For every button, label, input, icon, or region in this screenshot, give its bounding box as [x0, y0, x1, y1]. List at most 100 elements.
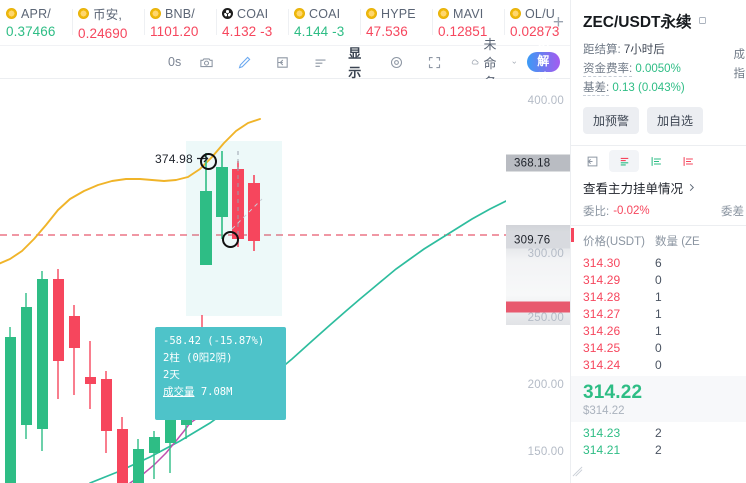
ticker-item[interactable]: HYPE 47.536 [360, 0, 432, 45]
basis-value: 0.13 (0.043%) [612, 82, 685, 94]
ask-price: 314.24 [583, 357, 621, 372]
funding-row: 资金费率: 0.0050% [583, 60, 746, 79]
ticker-item[interactable]: BNB/ 1101.20 [144, 0, 216, 45]
axis-last-band [506, 301, 570, 313]
market-panel: ZEC/USDT永续 距结算: 7小时后 资金费率: 0.0050% 基差: 0… [570, 0, 746, 483]
table-row[interactable]: 314.25 0 [571, 339, 746, 356]
ticker-item[interactable]: MAVI 0.12851 [432, 0, 504, 45]
interval-button[interactable]: 0s [168, 55, 182, 69]
axis-high-badge: 368.18 [506, 154, 570, 172]
panel-meta: 距结算: 7小时后 资金费率: 0.0050% 基差: 0.13 (0.043%… [583, 41, 746, 98]
ticker-value: 1101.20 [150, 23, 199, 39]
ai-analysis-button[interactable]: AI解读 [527, 38, 560, 85]
add-alert-button[interactable]: 加预警 [583, 107, 640, 134]
table-row[interactable]: 314.24 0 [571, 356, 746, 373]
panel-header: ZEC/USDT永续 距结算: 7小时后 资金费率: 0.0050% 基差: 0… [571, 0, 746, 98]
orderbook-header: 价格(USDT) 数量 (ZE [571, 226, 746, 254]
ticker-name: COAI [237, 6, 269, 21]
orderbook-bids[interactable]: 314.23 2 314.21 2 [571, 422, 746, 459]
clipped-label-1: 成 [733, 49, 746, 61]
table-row[interactable]: 314.26 1 [571, 322, 746, 339]
ticker-value: 0.02873 [510, 23, 560, 39]
page-title: ZEC/USDT永续 [583, 10, 746, 32]
tooltip-change: -58.42 (-15.87%) [163, 335, 265, 347]
ask-qty: 6 [655, 255, 662, 270]
depth-both-icon[interactable] [609, 150, 639, 172]
table-row[interactable]: 314.23 2 [571, 422, 746, 442]
ticker-name: COAI [309, 6, 341, 21]
ticker-value: 4.132 -3 [222, 23, 273, 39]
bid-qty: 2 [655, 443, 662, 457]
orderbook-asks[interactable]: 314.30 6 314.29 0 314.28 1 314.27 1 314.26 1 … [571, 254, 746, 373]
ticker-item[interactable]: COAI 4.144 -3 [288, 0, 360, 45]
camera-icon[interactable] [187, 45, 225, 79]
target-icon[interactable] [377, 45, 415, 79]
order-diff-label: 委差 [721, 206, 744, 218]
funding-label: 资金费率: [583, 63, 633, 77]
table-row[interactable]: 314.29 0 [571, 271, 746, 288]
ticker-item[interactable]: APR/ 0.37466 [0, 0, 72, 45]
bid-price: 314.21 [583, 443, 621, 457]
ask-price: 314.27 [583, 306, 621, 321]
axis-tick: 300.00 [527, 248, 564, 260]
depth-asks-icon[interactable] [673, 150, 703, 172]
settle-label: 距结算: [583, 44, 621, 56]
bid-qty: 2 [655, 426, 662, 440]
axis-tick: 200.00 [527, 379, 564, 391]
settle-value: 7小时后 [623, 44, 665, 56]
fullscreen-icon[interactable] [415, 45, 453, 79]
chart-toolbar: 0s 显示 未命名 [0, 37, 570, 90]
order-ratio-label: 委比: [583, 206, 610, 218]
ask-price: 314.25 [583, 340, 621, 355]
panel-edge-marker [571, 228, 574, 242]
tooltip-bars: 2柱 (0阳2阴) [163, 352, 233, 364]
ask-qty: 1 [655, 306, 662, 321]
candlestick-plot[interactable] [0, 79, 506, 483]
add-ticker-button[interactable]: + [552, 12, 564, 33]
chart-pane: APR/ 0.37466 币安, 0.24690 BNB/ 1101.20 CO… [0, 0, 570, 483]
ticker-value: 0.37466 [6, 23, 56, 39]
symbol-name: ZEC/USDT永续 [583, 14, 692, 31]
price-axis[interactable]: 400.00 350.00 300.00 250.00 200.00 150.0… [506, 79, 570, 483]
pencil-icon[interactable] [225, 45, 263, 79]
last-price-usd: $314.22 [583, 405, 625, 417]
table-row[interactable]: 314.21 2 [571, 442, 746, 459]
add-watchlist-button[interactable]: 加自选 [647, 107, 704, 134]
copy-icon[interactable] [697, 15, 709, 27]
ask-qty: 0 [655, 357, 662, 372]
token-dot-icon [510, 8, 521, 19]
ask-qty: 1 [655, 289, 662, 304]
panel-divider [571, 145, 746, 146]
depth-bids-icon[interactable] [641, 150, 671, 172]
token-dot-icon [6, 8, 17, 19]
ticker-item[interactable]: OL/U 0.02873 [504, 0, 570, 45]
snapshot-icon[interactable] [263, 45, 301, 79]
axis-last-badge: 309.76 [506, 231, 570, 249]
funding-value: 0.0050% [635, 63, 681, 75]
ticker-strip[interactable]: APR/ 0.37466 币安, 0.24690 BNB/ 1101.20 CO… [0, 0, 570, 45]
cloud-check-icon [472, 59, 479, 65]
chart-canvas[interactable]: 374.98 -58.42 (-15.87%) 2柱 (0阳2阴) 2天 成交量… [0, 79, 570, 483]
ask-qty: 1 [655, 323, 662, 338]
ask-price: 314.30 [583, 255, 621, 270]
view-whale-orders-link[interactable]: 查看主力挂单情况 [571, 174, 746, 201]
measure-tooltip: -58.42 (-15.87%) 2柱 (0阳2阴) 2天 成交量 7.08M [155, 327, 286, 420]
ask-price: 314.26 [583, 323, 621, 338]
ticker-name: APR/ [21, 6, 51, 21]
show-button[interactable]: 显示 [339, 45, 377, 80]
table-row[interactable]: 314.27 1 [571, 305, 746, 322]
ask-qty: 0 [655, 340, 662, 355]
share-icon[interactable] [560, 45, 570, 79]
ticker-item[interactable]: COAI 4.132 -3 [216, 0, 288, 45]
axis-tick: 250.00 [527, 312, 564, 324]
ask-qty: 0 [655, 272, 662, 287]
table-row[interactable]: 314.30 6 [571, 254, 746, 271]
depth-plus-icon[interactable] [577, 150, 607, 172]
ticker-item[interactable]: 币安, 0.24690 [72, 0, 144, 45]
view-whale-orders-label: 查看主力挂单情况 [583, 182, 684, 196]
list-icon[interactable] [301, 45, 339, 79]
basis-label: 基差: [583, 82, 610, 96]
resize-handle-icon[interactable] [572, 466, 583, 477]
table-row[interactable]: 314.28 1 [571, 288, 746, 305]
